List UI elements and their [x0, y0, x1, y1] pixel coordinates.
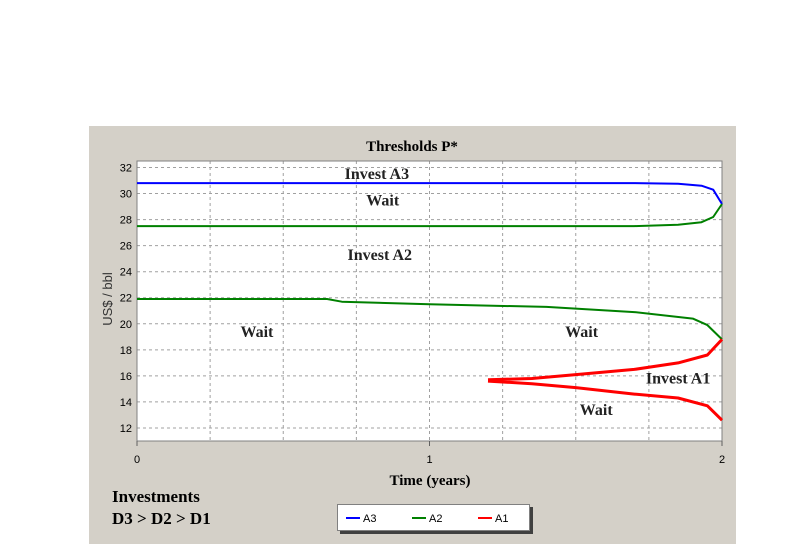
- legend-label-a2: A2: [429, 513, 442, 525]
- x-tick-label: 0: [134, 454, 140, 466]
- y-tick-label: 12: [120, 423, 132, 435]
- series-line-a1-3: [487, 338, 724, 382]
- annotation-label: Wait: [580, 402, 614, 419]
- y-tick-label: 22: [120, 293, 132, 305]
- grid: [136, 160, 723, 442]
- y-tick-label: 24: [120, 267, 132, 279]
- series-line-a3-0: [137, 182, 723, 205]
- y-axis-ticks: 12 14 16 18 20 22 24 26 28 30 32: [120, 163, 132, 435]
- series-line-a2-1: [137, 203, 723, 228]
- x-axis-ticks: 0 1 2: [134, 441, 725, 466]
- annotation-label: Wait: [565, 324, 599, 341]
- legend: A3 A2 A1: [337, 504, 530, 531]
- y-tick-label: 18: [120, 345, 132, 357]
- annotation-label: Wait: [240, 324, 274, 341]
- x-tick-label: 1: [426, 454, 432, 466]
- annotation-label: Invest A3: [345, 166, 409, 183]
- series-line-a1-4: [487, 379, 724, 422]
- y-tick-label: 30: [120, 189, 132, 201]
- y-tick-label: 26: [120, 241, 132, 253]
- legend-items: A3 A2 A1: [346, 513, 508, 525]
- annotations: Invest A3 Wait Invest A2 Wait Wait Invest A1 W…: [240, 166, 710, 419]
- investments-note: Investments D3 > D2 > D1: [112, 486, 211, 530]
- y-tick-label: 14: [120, 397, 132, 409]
- y-axis-label: US$ / bbl: [100, 272, 115, 326]
- series-line-a2-2: [137, 298, 723, 341]
- series-lines: [137, 182, 724, 422]
- chart-title: Thresholds P*: [366, 139, 458, 155]
- x-axis-label: Time (years): [390, 473, 471, 489]
- y-tick-label: 20: [120, 319, 132, 331]
- annotation-label: Invest A1: [646, 371, 710, 388]
- note-line-2: D3 > D2 > D1: [112, 509, 211, 528]
- x-tick-label: 2: [719, 454, 725, 466]
- y-tick-label: 32: [120, 163, 132, 175]
- annotation-label: Wait: [366, 192, 400, 209]
- legend-label-a1: A1: [495, 513, 508, 525]
- annotation-label: Invest A2: [348, 247, 412, 264]
- y-tick-label: 28: [120, 215, 132, 227]
- legend-label-a3: A3: [363, 513, 376, 525]
- y-tick-label: 16: [120, 371, 132, 383]
- note-line-1: Investments: [112, 487, 200, 506]
